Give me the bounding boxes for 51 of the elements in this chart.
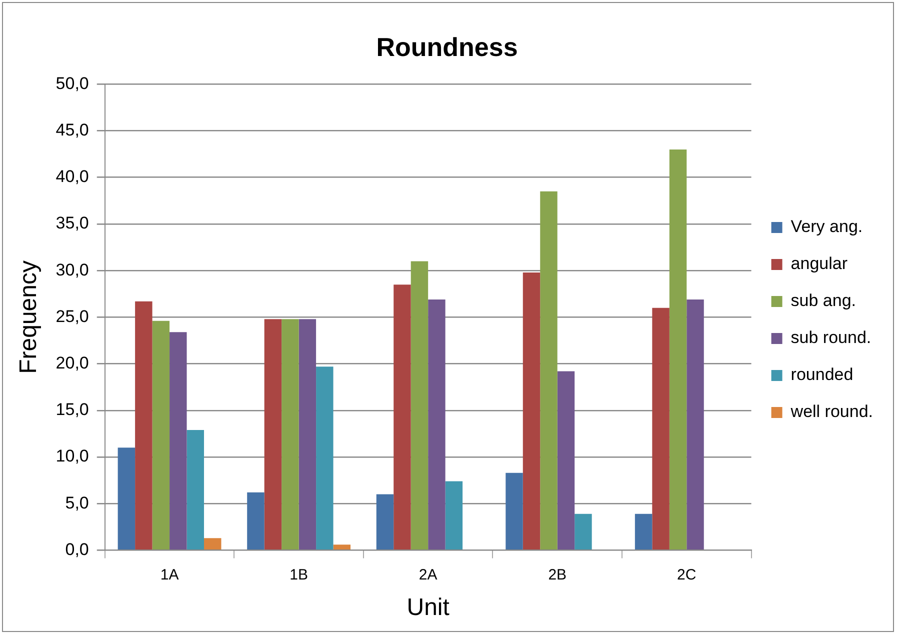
x-tick-label: 1A	[160, 566, 179, 584]
y-tick-label: 25,0	[56, 306, 89, 326]
x-tick-label: 2C	[677, 566, 696, 584]
bar	[394, 284, 411, 550]
bar	[118, 448, 136, 550]
y-tick-label: 10,0	[56, 446, 89, 466]
bar	[316, 366, 334, 550]
bar	[298, 319, 316, 550]
bar	[282, 319, 299, 550]
bar	[428, 299, 446, 550]
bar	[410, 261, 428, 550]
y-tick-label: 30,0	[56, 260, 89, 280]
bar	[652, 308, 670, 550]
chart-title: Roundness	[376, 32, 518, 62]
legend-label: angular	[790, 254, 848, 274]
bar	[135, 301, 152, 550]
y-tick-label: 0,0	[65, 540, 89, 559]
y-tick-label: 40,0	[56, 167, 89, 186]
x-tick-label: 1B	[290, 566, 308, 584]
bar	[247, 492, 264, 550]
bar	[333, 544, 351, 550]
legend-label: rounded	[790, 365, 854, 384]
y-tick-label: 5,0	[65, 493, 89, 512]
y-tick-label: 50,0	[56, 74, 89, 93]
y-tick-label: 45,0	[56, 120, 89, 140]
bar	[634, 514, 652, 550]
y-axis-title: Frequency	[15, 260, 42, 374]
y-tick-label: 20,0	[56, 353, 89, 372]
y-tick-label: 15,0	[56, 400, 89, 420]
bar	[445, 481, 463, 550]
x-axis-title: Unit	[406, 594, 450, 622]
bar	[152, 320, 170, 550]
x-tick-label: 2A	[418, 566, 438, 584]
legend-label: sub round.	[790, 328, 872, 348]
bar	[186, 430, 204, 550]
bar	[264, 319, 282, 550]
bar	[574, 514, 592, 550]
legend-label: sub ang.	[790, 291, 856, 310]
legend-label: Very ang.	[790, 217, 863, 236]
bar	[204, 538, 222, 550]
legend-label: well round.	[790, 402, 874, 422]
bar	[686, 299, 704, 550]
bar	[506, 472, 523, 550]
y-tick-label: 35,0	[56, 214, 89, 233]
bar	[557, 371, 575, 550]
bar	[170, 332, 187, 550]
bar	[540, 191, 558, 550]
bar	[669, 149, 687, 550]
bar	[522, 272, 540, 550]
bar	[376, 494, 394, 550]
x-tick-label: 2B	[548, 566, 567, 584]
